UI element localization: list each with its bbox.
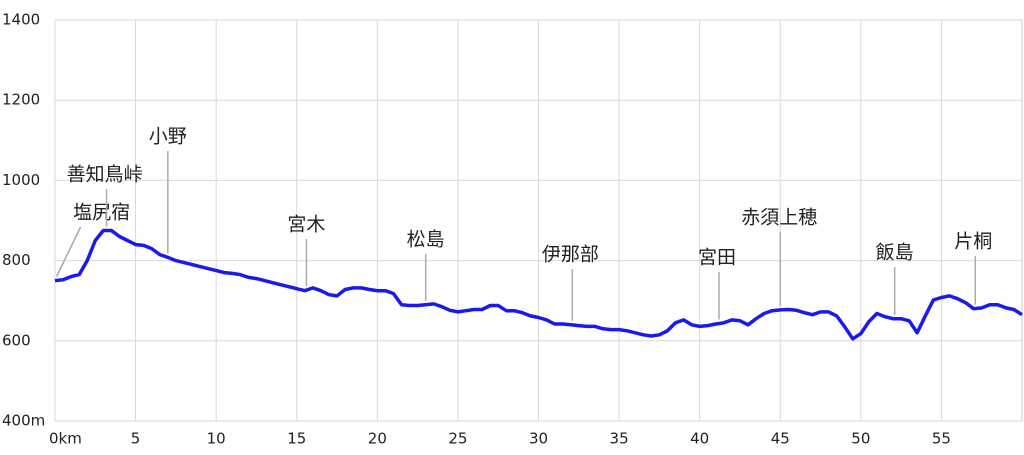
y-tick-label: 1200 [2,91,40,109]
x-tick-label: 30 [529,430,548,448]
x-tick-label: 15 [287,430,306,448]
x-tick-label: 0km [49,430,82,448]
annotation: 伊那部 [542,244,599,266]
x-tick-label: 35 [610,430,629,448]
x-tick-label: 20 [368,430,387,448]
annotation: 塩尻宿 [73,202,130,224]
x-tick-label: 55 [932,430,951,448]
annotation: 小野 [149,126,187,148]
y-tick-label: 800 [2,251,31,269]
y-tick-label: 400m [2,412,45,430]
annotation: 宮木 [287,214,325,236]
annotation: 片桐 [954,231,992,253]
annotation: 松島 [407,229,445,251]
x-tick-label: 5 [131,430,141,448]
leader-line [55,226,82,277]
x-tick-label: 25 [448,430,467,448]
x-tick-label: 45 [771,430,790,448]
x-tick-label: 40 [690,430,709,448]
x-tick-label: 10 [207,430,226,448]
y-tick-label: 1000 [2,171,40,189]
y-tick-label: 600 [2,331,31,349]
annotation: 宮田 [698,247,736,269]
annotation: 赤須上穂 [741,207,817,229]
annotation: 飯島 [876,242,914,264]
y-tick-label: 1400 [2,11,40,29]
elevation-line [54,228,1023,341]
annotation: 善知鳥峠 [67,164,143,186]
x-tick-label: 50 [851,430,870,448]
